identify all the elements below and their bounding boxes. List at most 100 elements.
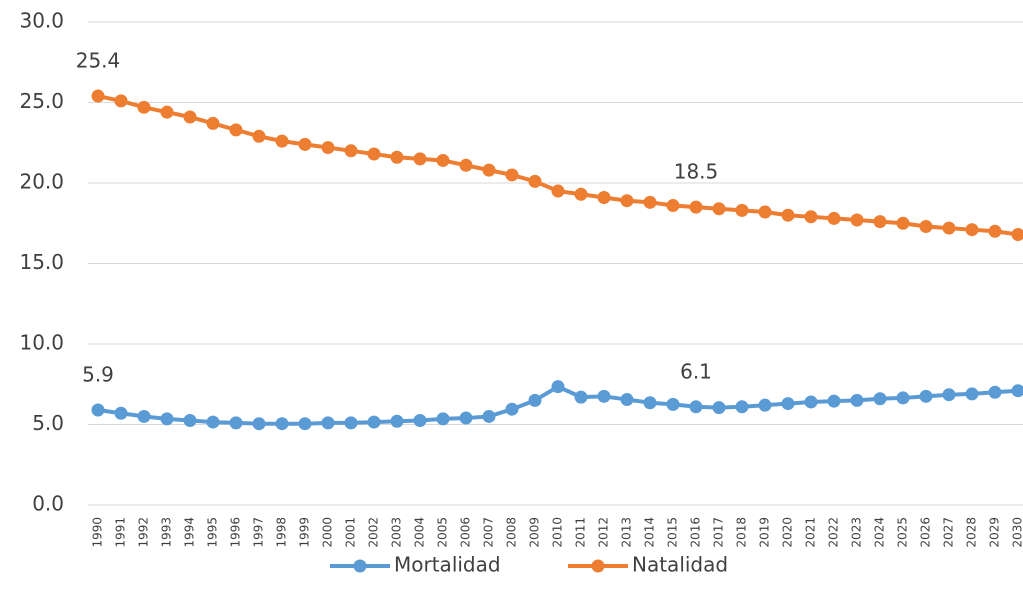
- data-point: [735, 203, 749, 217]
- data-point: [91, 89, 105, 103]
- data-point: [528, 393, 542, 407]
- data-point: [114, 406, 128, 420]
- data-point: [988, 224, 1002, 238]
- data-point: [459, 411, 473, 425]
- y-tick-label: 0.0: [32, 492, 64, 516]
- data-point: [114, 94, 128, 108]
- data-point: [873, 392, 887, 406]
- series-line: [97, 94, 1019, 237]
- data-point: [735, 400, 749, 414]
- data-point: [988, 385, 1002, 399]
- data-point: [896, 216, 910, 230]
- data-point: [344, 416, 358, 430]
- data-point: [413, 413, 427, 427]
- x-tick-label: 2026: [919, 517, 933, 548]
- x-tick-label: 1996: [229, 517, 243, 548]
- x-tick-label: 1990: [91, 517, 105, 548]
- x-tick-label: 2012: [597, 517, 611, 548]
- x-tick-label: 1997: [252, 517, 266, 548]
- data-label: 25.4: [76, 49, 121, 73]
- data-point: [850, 213, 864, 227]
- x-tick-label: 2021: [804, 517, 818, 548]
- data-point: [137, 409, 151, 423]
- x-tick-label: 2009: [528, 517, 542, 548]
- x-tick-label: 2000: [321, 517, 335, 548]
- x-tick-label: 2017: [712, 517, 726, 548]
- data-point: [321, 416, 335, 430]
- data-point: [965, 223, 979, 237]
- data-point: [321, 141, 335, 155]
- data-point: [965, 387, 979, 401]
- data-point: [528, 174, 542, 188]
- data-point: [482, 409, 496, 423]
- x-tick-label: 1994: [183, 517, 197, 548]
- data-point: [597, 389, 611, 403]
- data-point: [643, 195, 657, 209]
- data-point: [758, 205, 772, 219]
- x-tick-label: 2028: [965, 517, 979, 548]
- data-point: [620, 393, 634, 407]
- data-point: [229, 416, 243, 430]
- data-point: [1011, 384, 1023, 398]
- x-tick-label: 1993: [160, 517, 174, 548]
- y-tick-label: 15.0: [19, 250, 64, 274]
- data-point: [459, 158, 473, 172]
- x-tick-label: 2029: [988, 517, 1002, 548]
- data-point: [390, 414, 404, 428]
- y-tick-label: 10.0: [19, 331, 64, 355]
- x-tick-label: 1999: [298, 517, 312, 548]
- x-tick-label: 1998: [275, 517, 289, 548]
- data-point: [206, 415, 220, 429]
- y-tick-label: 25.0: [19, 89, 64, 113]
- data-point: [275, 134, 289, 148]
- data-point: [482, 163, 496, 177]
- x-tick-label: 2023: [850, 517, 864, 548]
- data-point: [229, 123, 243, 137]
- data-point: [919, 389, 933, 403]
- x-tick-label: 1991: [114, 517, 128, 548]
- x-tick-label: 1992: [137, 517, 151, 548]
- x-tick-label: 2010: [551, 517, 565, 548]
- x-tick-label: 2025: [896, 517, 910, 548]
- x-tick-label: 2014: [643, 517, 657, 548]
- data-point: [827, 394, 841, 408]
- data-point: [942, 388, 956, 402]
- x-tick-label: 2013: [620, 517, 634, 548]
- y-tick-label: 5.0: [32, 411, 64, 435]
- data-point: [505, 402, 519, 416]
- x-tick-label: 2003: [390, 517, 404, 548]
- data-point: [781, 397, 795, 411]
- x-tick-label: 2030: [1011, 517, 1023, 548]
- data-point: [758, 398, 772, 412]
- x-tick-label: 2016: [689, 517, 703, 548]
- data-point: [160, 412, 174, 426]
- data-point: [620, 194, 634, 208]
- data-point: [137, 100, 151, 114]
- data-point: [91, 403, 105, 417]
- data-point: [298, 137, 312, 151]
- data-point: [1011, 228, 1023, 242]
- data-label: 6.1: [680, 359, 712, 383]
- data-point: [896, 391, 910, 405]
- data-point: [183, 413, 197, 427]
- data-point: [160, 105, 174, 119]
- data-point: [942, 221, 956, 235]
- data-point: [666, 397, 680, 411]
- data-point: [574, 187, 588, 201]
- x-tick-label: 2020: [781, 517, 795, 548]
- x-tick-label: 2011: [574, 517, 588, 548]
- data-label: 5.9: [82, 363, 114, 387]
- legend-label: Mortalidad: [394, 553, 501, 577]
- data-point: [252, 417, 266, 431]
- data-point: [643, 396, 657, 410]
- data-point: [781, 208, 795, 222]
- legend-marker: [353, 559, 367, 573]
- data-point: [413, 152, 427, 166]
- data-point: [827, 211, 841, 225]
- data-point: [919, 219, 933, 233]
- x-tick-label: 2007: [482, 517, 496, 548]
- y-tick-label: 30.0: [19, 9, 64, 33]
- legend-marker: [591, 559, 605, 573]
- data-point: [298, 417, 312, 431]
